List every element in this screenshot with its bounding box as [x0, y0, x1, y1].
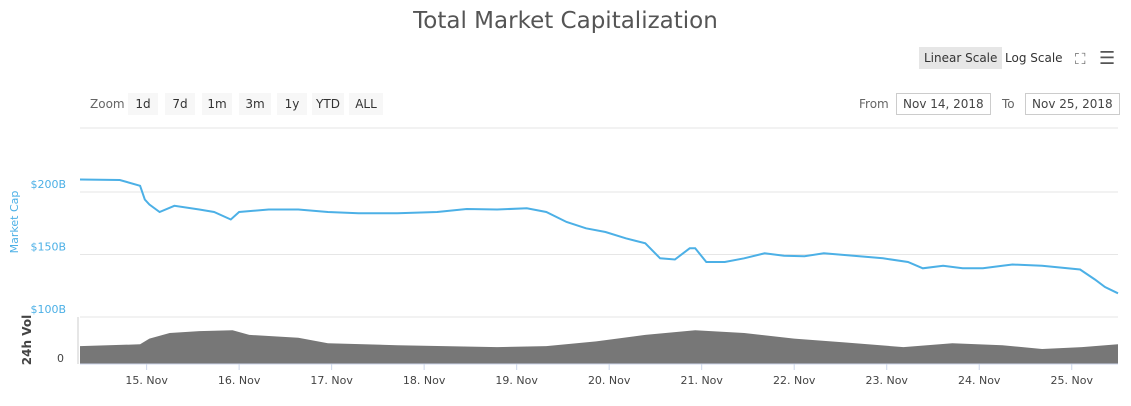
y-tick-label: $100B — [30, 303, 66, 316]
volume-area — [80, 330, 1118, 364]
zoom-3m[interactable]: 3m — [239, 93, 271, 115]
x-tick-label: 16. Nov — [218, 374, 261, 387]
zoom-label: Zoom — [90, 97, 125, 111]
x-tick-label: 15. Nov — [125, 374, 168, 387]
to-label: To — [1002, 97, 1015, 111]
x-tick-label: 19. Nov — [495, 374, 538, 387]
linear-scale-button[interactable]: Linear Scale — [919, 47, 1003, 69]
y-axis-title: Market Cap — [8, 191, 21, 254]
to-date-input[interactable]: Nov 25, 2018 — [1025, 93, 1120, 115]
zoom-1d[interactable]: 1d — [128, 93, 158, 115]
x-tick-label: 18. Nov — [403, 374, 446, 387]
chart-title: Total Market Capitalization — [413, 8, 718, 34]
x-tick-label: 21. Nov — [680, 374, 723, 387]
x-tick-label: 24. Nov — [958, 374, 1001, 387]
x-tick-label: 23. Nov — [865, 374, 908, 387]
y-tick-label: $200B — [30, 178, 66, 191]
volume-tick-label: 0 — [57, 352, 64, 365]
market-cap-line — [79, 178, 1119, 295]
x-tick-label: 20. Nov — [588, 374, 631, 387]
log-scale-button[interactable]: Log Scale — [1005, 51, 1063, 65]
from-label: From — [859, 97, 889, 111]
zoom-1m[interactable]: 1m — [202, 93, 232, 115]
x-tick-label: 25. Nov — [1051, 374, 1094, 387]
zoom-7d[interactable]: 7d — [165, 93, 195, 115]
volume-axis-title: 24h Vol — [20, 315, 34, 365]
x-tick-label: 17. Nov — [310, 374, 353, 387]
fullscreen-icon[interactable]: ⛶ — [1075, 50, 1086, 68]
zoom-1y[interactable]: 1y — [277, 93, 307, 115]
zoom-ytd[interactable]: YTD — [312, 93, 344, 115]
zoom-all[interactable]: ALL — [349, 93, 383, 115]
from-date-input[interactable]: Nov 14, 2018 — [896, 93, 991, 115]
y-tick-label: $150B — [30, 241, 66, 254]
x-tick-label: 22. Nov — [773, 374, 816, 387]
menu-icon[interactable]: ☰ — [1099, 48, 1116, 69]
